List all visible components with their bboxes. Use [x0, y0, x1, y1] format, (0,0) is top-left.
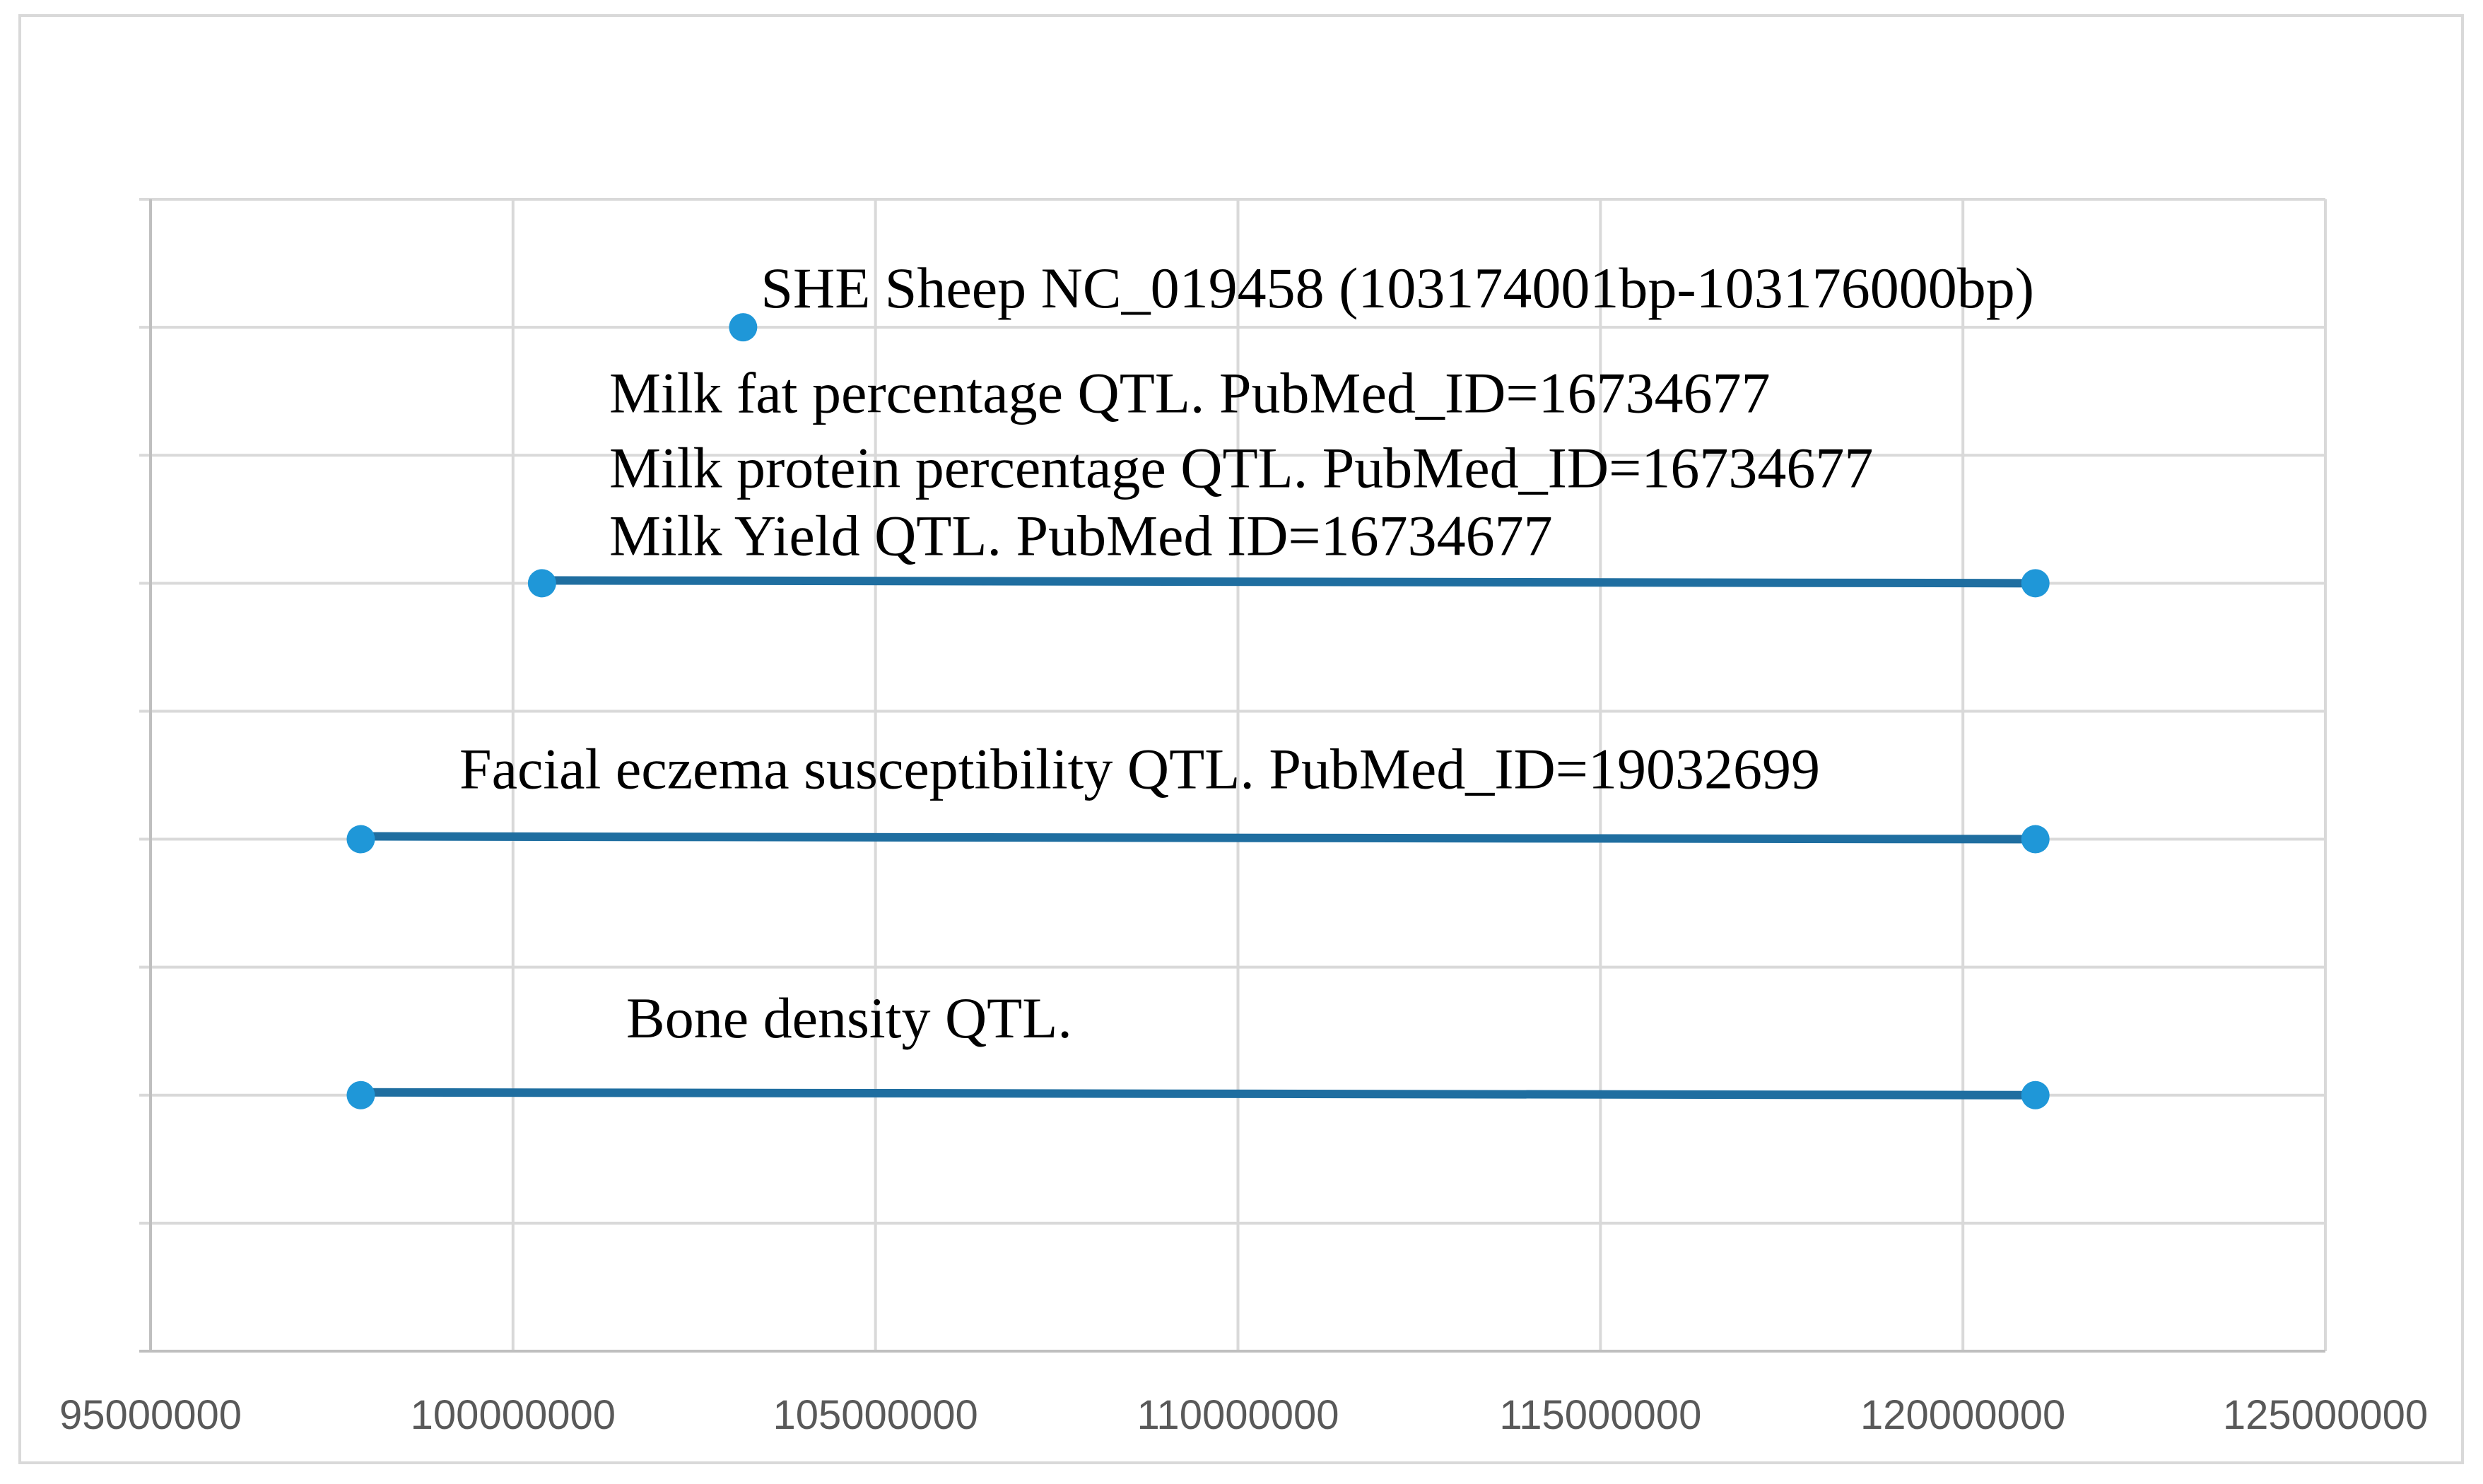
- series-line: [356, 832, 2040, 844]
- x-tick-label: 125000000: [2223, 1392, 2428, 1438]
- annotation-label: Milk fat percentage QTL. PubMed_ID=16734…: [609, 360, 1771, 425]
- data-point: [346, 825, 375, 854]
- data-point: [2021, 569, 2050, 598]
- x-tick-label: 105000000: [773, 1392, 978, 1438]
- annotation-label: Milk protein percentage QTL. PubMed_ID=1…: [609, 435, 1873, 500]
- axes: [139, 199, 2325, 1353]
- series-line: [537, 576, 2040, 588]
- series-line: [356, 1088, 2040, 1100]
- annotations: SHE Sheep NC_019458 (103174001bp-1031760…: [459, 256, 2034, 1050]
- x-tick-labels: 95000000 100000000 105000000 110000000 11500…: [59, 1392, 2428, 1438]
- data-point: [346, 1080, 375, 1109]
- series-points: [346, 313, 2050, 1109]
- x-tick-label: 100000000: [411, 1392, 616, 1438]
- annotation-label: Bone density QTL.: [626, 986, 1072, 1050]
- series-lines: [356, 576, 2040, 1100]
- x-tick-label: 110000000: [1137, 1392, 1339, 1438]
- data-point: [527, 569, 556, 598]
- data-point: [2021, 1080, 2050, 1109]
- annotation-label: Milk Yield QTL. PubMed ID=16734677: [609, 503, 1553, 567]
- annotation-label: Facial eczema susceptibility QTL. PubMed…: [459, 737, 1820, 801]
- data-point: [729, 313, 758, 342]
- x-tick-label: 95000000: [59, 1392, 242, 1438]
- annotation-label: SHE Sheep NC_019458 (103174001bp-1031760…: [761, 256, 2034, 320]
- x-tick-label: 120000000: [1860, 1392, 2065, 1438]
- x-tick-label: 115000000: [1499, 1392, 1701, 1438]
- data-point: [2021, 825, 2050, 854]
